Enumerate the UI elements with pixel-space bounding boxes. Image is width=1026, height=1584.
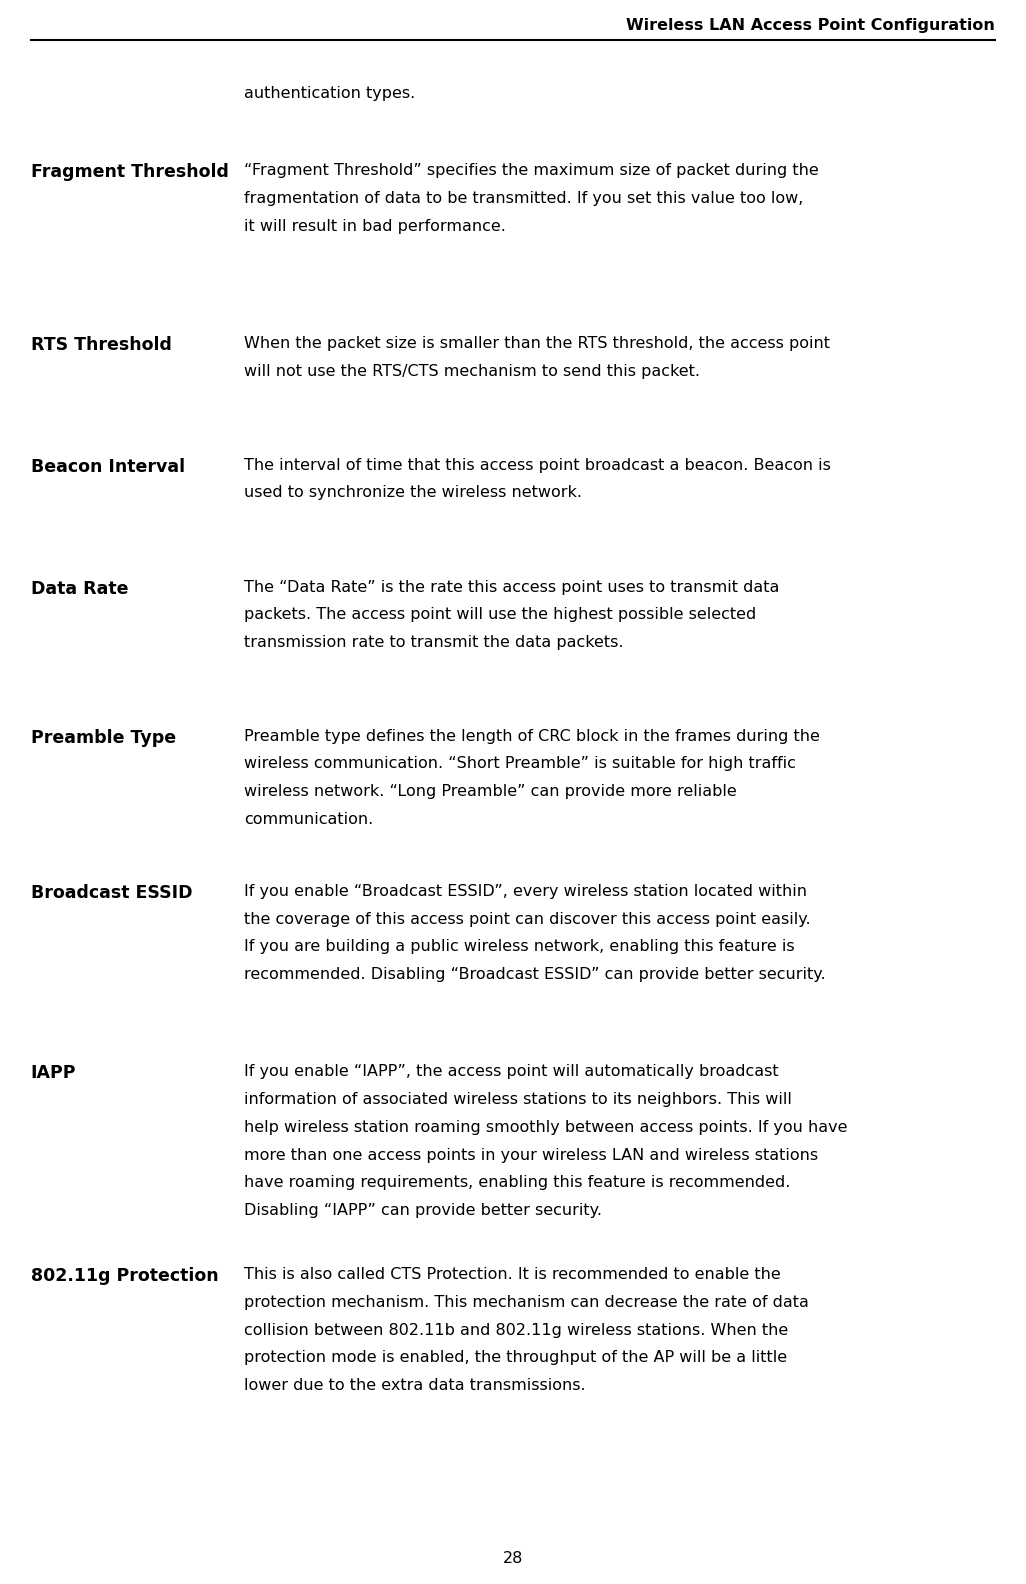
Text: 802.11g Protection: 802.11g Protection [31, 1267, 219, 1285]
Text: If you enable “IAPP”, the access point will automatically broadcast: If you enable “IAPP”, the access point w… [244, 1064, 779, 1079]
Text: used to synchronize the wireless network.: used to synchronize the wireless network… [244, 485, 582, 501]
Text: The interval of time that this access point broadcast a beacon. Beacon is: The interval of time that this access po… [244, 458, 831, 472]
Text: transmission rate to transmit the data packets.: transmission rate to transmit the data p… [244, 635, 624, 649]
Text: wireless network. “Long Preamble” can provide more reliable: wireless network. “Long Preamble” can pr… [244, 784, 737, 798]
Text: Fragment Threshold: Fragment Threshold [31, 163, 229, 181]
Text: communication.: communication. [244, 811, 373, 827]
Text: If you are building a public wireless network, enabling this feature is: If you are building a public wireless ne… [244, 939, 795, 954]
Text: RTS Threshold: RTS Threshold [31, 336, 171, 353]
Text: 28: 28 [503, 1551, 523, 1567]
Text: If you enable “Broadcast ESSID”, every wireless station located within: If you enable “Broadcast ESSID”, every w… [244, 884, 807, 898]
Text: the coverage of this access point can discover this access point easily.: the coverage of this access point can di… [244, 912, 811, 927]
Text: lower due to the extra data transmissions.: lower due to the extra data transmission… [244, 1378, 586, 1392]
Text: Data Rate: Data Rate [31, 580, 128, 597]
Text: it will result in bad performance.: it will result in bad performance. [244, 219, 506, 233]
Text: Preamble Type: Preamble Type [31, 729, 175, 746]
Text: When the packet size is smaller than the RTS threshold, the access point: When the packet size is smaller than the… [244, 336, 830, 350]
Text: Preamble type defines the length of CRC block in the frames during the: Preamble type defines the length of CRC … [244, 729, 820, 743]
Text: collision between 802.11b and 802.11g wireless stations. When the: collision between 802.11b and 802.11g wi… [244, 1323, 788, 1337]
Text: fragmentation of data to be transmitted. If you set this value too low,: fragmentation of data to be transmitted.… [244, 190, 803, 206]
Text: help wireless station roaming smoothly between access points. If you have: help wireless station roaming smoothly b… [244, 1120, 847, 1134]
Text: packets. The access point will use the highest possible selected: packets. The access point will use the h… [244, 607, 756, 623]
Text: more than one access points in your wireless LAN and wireless stations: more than one access points in your wire… [244, 1147, 819, 1163]
Text: Broadcast ESSID: Broadcast ESSID [31, 884, 192, 901]
Text: “Fragment Threshold” specifies the maximum size of packet during the: “Fragment Threshold” specifies the maxim… [244, 163, 819, 177]
Text: recommended. Disabling “Broadcast ESSID” can provide better security.: recommended. Disabling “Broadcast ESSID”… [244, 966, 826, 982]
Text: authentication types.: authentication types. [244, 86, 416, 100]
Text: Beacon Interval: Beacon Interval [31, 458, 185, 475]
Text: IAPP: IAPP [31, 1064, 76, 1082]
Text: This is also called CTS Protection. It is recommended to enable the: This is also called CTS Protection. It i… [244, 1267, 781, 1281]
Text: will not use the RTS/CTS mechanism to send this packet.: will not use the RTS/CTS mechanism to se… [244, 363, 700, 379]
Text: protection mode is enabled, the throughput of the AP will be a little: protection mode is enabled, the throughp… [244, 1350, 787, 1365]
Text: Wireless LAN Access Point Configuration: Wireless LAN Access Point Configuration [626, 19, 995, 33]
Text: have roaming requirements, enabling this feature is recommended.: have roaming requirements, enabling this… [244, 1175, 791, 1190]
Text: protection mechanism. This mechanism can decrease the rate of data: protection mechanism. This mechanism can… [244, 1296, 810, 1310]
Text: The “Data Rate” is the rate this access point uses to transmit data: The “Data Rate” is the rate this access … [244, 580, 780, 594]
Text: Disabling “IAPP” can provide better security.: Disabling “IAPP” can provide better secu… [244, 1204, 602, 1218]
Text: wireless communication. “Short Preamble” is suitable for high traffic: wireless communication. “Short Preamble”… [244, 756, 796, 771]
Text: information of associated wireless stations to its neighbors. This will: information of associated wireless stati… [244, 1093, 792, 1107]
